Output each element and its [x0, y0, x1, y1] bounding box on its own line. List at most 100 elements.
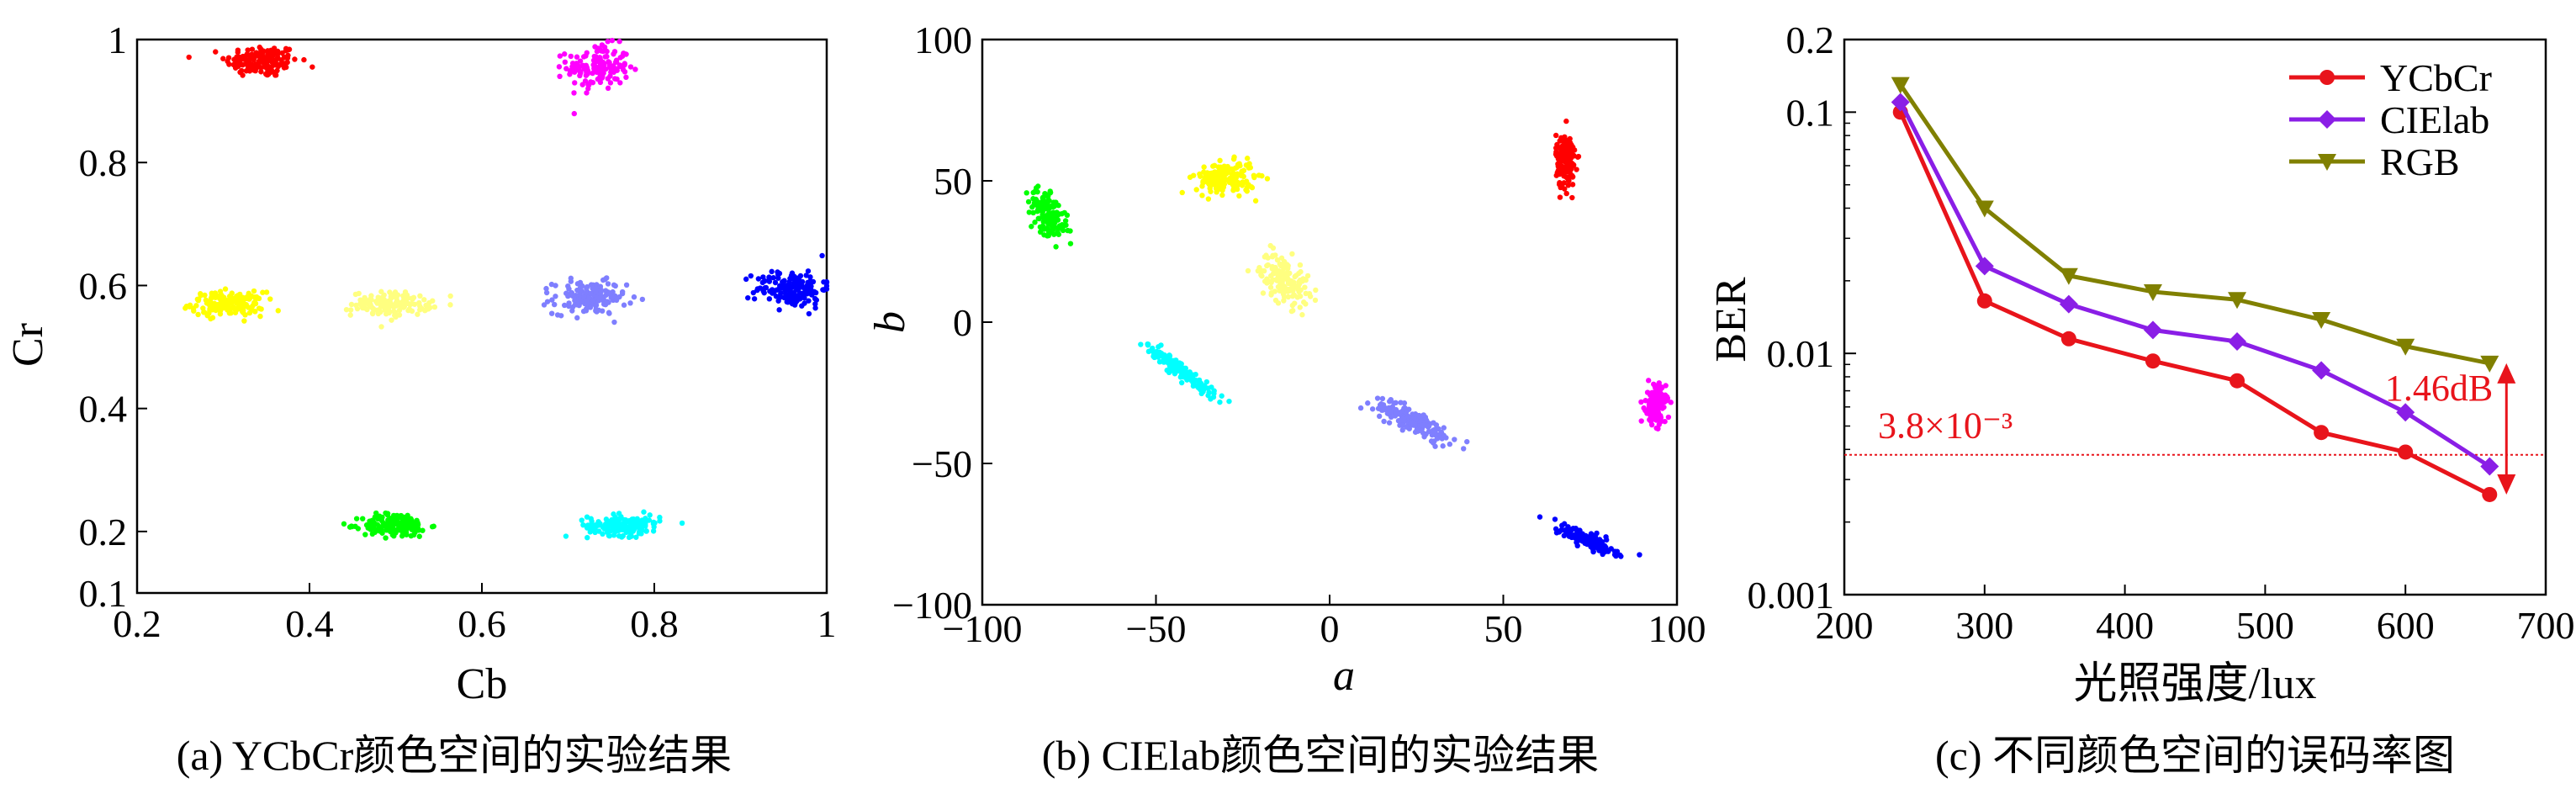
- panel-a-point: [805, 268, 812, 274]
- panel-a-xlabel: Cb: [457, 660, 508, 708]
- panel-a-point: [240, 72, 246, 78]
- panel-b-point: [1249, 184, 1256, 191]
- panel-a-point: [613, 522, 619, 529]
- panel-a-point: [348, 523, 355, 529]
- panel-b-point: [1281, 288, 1288, 294]
- panel-a-ytick-label: 1: [108, 19, 127, 61]
- panel-a-point: [409, 527, 415, 532]
- panel-b-point: [1285, 280, 1292, 287]
- panel-a-point: [420, 527, 426, 533]
- panel-b-point: [1283, 262, 1289, 267]
- panel-b-point: [1557, 194, 1563, 200]
- panel-a-point: [590, 61, 596, 68]
- panel-a-xtick-label: 0.6: [458, 602, 506, 645]
- panel-c-ytick-label: 0.2: [1786, 19, 1835, 61]
- panel-b-point: [1244, 184, 1251, 190]
- panel-a-point: [775, 269, 780, 275]
- panel-a-point: [544, 299, 551, 304]
- panel-b-point: [1664, 394, 1670, 400]
- panel-b-point: [1657, 386, 1663, 392]
- panel-a-point: [593, 54, 599, 60]
- panel-a-point: [362, 532, 368, 537]
- panel-a-point: [632, 66, 638, 72]
- panel-a-point: [353, 516, 360, 521]
- panel-a-point: [616, 511, 622, 516]
- panel-b-point: [1290, 284, 1296, 290]
- panel-a-point: [786, 279, 792, 285]
- panel-a-xtick-label: 0.2: [113, 602, 161, 645]
- panel-a-point: [270, 52, 276, 59]
- panel-a-point: [623, 74, 629, 81]
- panel-b-point: [1374, 395, 1381, 401]
- panel-b-point: [1199, 193, 1205, 198]
- panel-b-point: [1024, 190, 1029, 196]
- panel-a-point: [580, 54, 587, 60]
- panel-a-point: [541, 302, 547, 308]
- panel-b-point: [1557, 161, 1563, 167]
- panel-a-point: [641, 509, 647, 515]
- panel-a-point: [571, 110, 578, 117]
- panel-b-point: [1260, 290, 1267, 296]
- panel-a-point: [606, 64, 613, 71]
- panel-a-point: [775, 275, 781, 281]
- panel-a-ytick-label: 0.8: [79, 141, 128, 184]
- panel-a-point: [584, 71, 590, 77]
- panel-b-point: [1665, 414, 1672, 421]
- panel-a-point: [650, 528, 657, 534]
- panel-b-point: [1560, 155, 1566, 161]
- panel-a-point: [605, 39, 611, 45]
- panel-a-point: [679, 520, 685, 527]
- panel-b-point: [1274, 277, 1280, 283]
- panel-b-point: [1190, 377, 1196, 383]
- panel-a-point: [607, 80, 614, 86]
- panel-b-point: [1569, 194, 1575, 201]
- panel-a-point: [652, 520, 658, 526]
- panel-a-point: [619, 53, 626, 59]
- series-marker-rgb: [2480, 355, 2499, 373]
- panel-c-caption: (c) 不同颜色空间的误码率图: [1935, 732, 2455, 779]
- panel-a-point: [369, 310, 376, 316]
- panel-b-point: [1234, 186, 1240, 193]
- panel-b-point: [1668, 400, 1674, 405]
- panel-a-point: [616, 294, 622, 300]
- panel-a-point: [769, 287, 775, 293]
- series-marker-ycbcr: [2230, 373, 2245, 389]
- panel-b-point: [1461, 446, 1467, 452]
- panel-a-point: [566, 300, 572, 306]
- panel-a-point: [409, 308, 415, 315]
- panel-a-point: [606, 59, 611, 65]
- panel-a-point: [774, 287, 780, 294]
- panel-a-point: [230, 61, 237, 68]
- panel-a-point: [769, 268, 775, 275]
- panel-a-point: [393, 314, 399, 320]
- panel-a-point: [270, 69, 276, 75]
- panel-b-point: [1210, 394, 1217, 400]
- panel-b-point: [1043, 198, 1050, 204]
- panel-b-point: [1032, 220, 1038, 225]
- panel-a-point: [823, 285, 829, 292]
- panel-b-point: [1388, 414, 1394, 421]
- panel-b-cielab-scatter: −100 −50 0 50 100 −100 −50 0 50 100 a b (b) CIEla…: [866, 19, 1706, 779]
- panel-b-point: [1047, 228, 1054, 234]
- panel-a-point: [415, 520, 421, 526]
- panel-b-ticks: −100 −50 0 50 100 −100 −50 0 50 100: [892, 19, 1706, 650]
- panel-a-point: [343, 306, 350, 313]
- panel-b-point: [1379, 395, 1386, 402]
- panel-a-point: [430, 298, 436, 304]
- panel-a-point: [381, 521, 387, 527]
- panel-b-point: [1275, 300, 1282, 306]
- panel-a-point: [623, 282, 630, 288]
- panel-a-point: [238, 294, 244, 300]
- panel-b-point: [1040, 194, 1046, 200]
- panel-a-point: [635, 519, 642, 526]
- panel-b-point: [1053, 199, 1059, 205]
- panel-b-point: [1428, 438, 1435, 444]
- panel-a-point: [772, 279, 779, 286]
- panel-b-point: [1041, 232, 1047, 238]
- panel-b-point: [1447, 441, 1453, 447]
- panel-a-point: [646, 517, 653, 523]
- panel-c-xtick-label: 500: [2236, 604, 2294, 647]
- panel-a-point: [766, 277, 772, 283]
- panel-a-point: [751, 296, 758, 302]
